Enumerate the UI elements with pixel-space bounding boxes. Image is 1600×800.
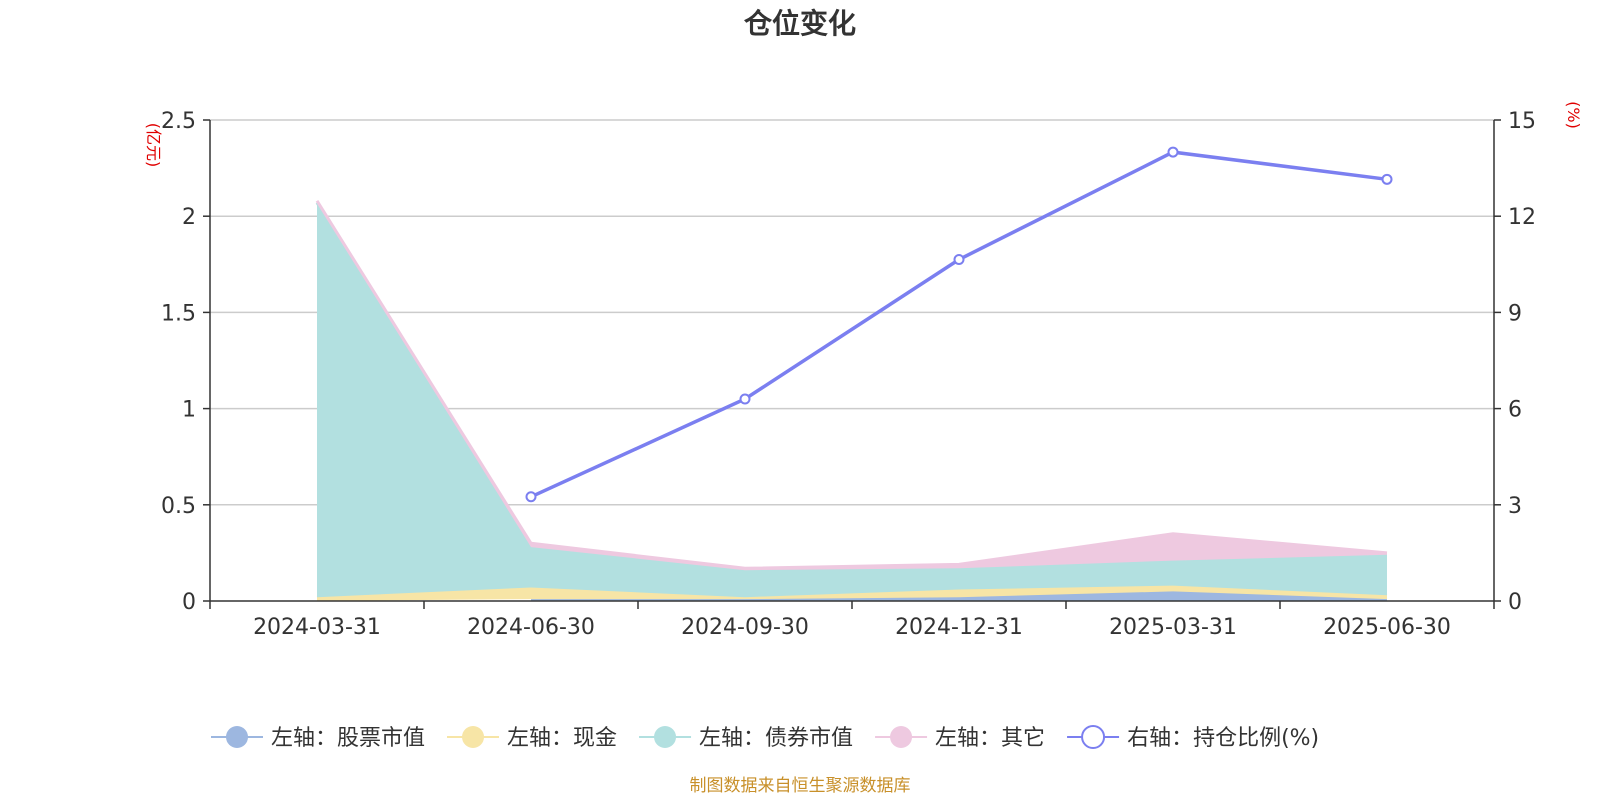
left-tick-label: 1 xyxy=(182,398,196,423)
left-tick-label: 2.5 xyxy=(161,109,196,134)
right-tick-label: 0 xyxy=(1508,590,1522,615)
area-edge-左轴：其它 xyxy=(315,200,1388,570)
x-tick-label: 2024-06-30 xyxy=(467,615,595,640)
legend-item: 左轴：债券市值 xyxy=(639,726,853,751)
right-tick-label: 9 xyxy=(1508,301,1522,326)
area-左轴：现金 xyxy=(317,585,1387,601)
legend-marker xyxy=(1081,725,1106,749)
left-tick-label: 2 xyxy=(182,205,196,230)
x-tick-label: 2025-06-30 xyxy=(1323,615,1451,640)
right-tick-label: 12 xyxy=(1508,205,1536,230)
x-tick-label: 2024-09-30 xyxy=(681,615,809,640)
legend-label: 右轴：持仓比例(%) xyxy=(1127,726,1319,751)
right-tick-label: 3 xyxy=(1508,494,1522,519)
area-左轴：股票市值 xyxy=(531,591,1387,601)
left-tick-label: 0 xyxy=(182,590,196,615)
legend-item: 左轴：其它 xyxy=(875,726,1045,751)
legend: 左轴：股票市值 左轴：现金 左轴：债券市值 左轴：其它 右轴：持仓比例(%) xyxy=(211,725,1319,751)
legend-marker xyxy=(890,726,913,748)
ratio-line xyxy=(525,146,1393,503)
stacked-areas xyxy=(315,200,1388,601)
legend-label: 左轴：股票市值 xyxy=(271,726,425,751)
legend-label: 左轴：其它 xyxy=(935,726,1045,751)
ratio-point xyxy=(1167,146,1179,158)
right-axis-unit: (%) xyxy=(1564,101,1583,129)
legend-item: 右轴：持仓比例(%) xyxy=(1067,725,1319,751)
legend-label: 左轴：现金 xyxy=(507,726,617,751)
legend-marker xyxy=(654,726,677,748)
chart-title: 仓位变化 xyxy=(744,7,856,40)
ratio-point xyxy=(1381,173,1393,185)
right-tick-label: 6 xyxy=(1508,398,1522,423)
left-tick-label: 0.5 xyxy=(161,494,196,519)
ratio-point xyxy=(525,491,537,503)
ratio-point xyxy=(739,393,751,405)
left-axis-unit: (亿元) xyxy=(144,123,163,168)
x-tick-label: 2024-03-31 xyxy=(253,615,381,640)
right-tick-label: 15 xyxy=(1508,109,1536,134)
legend-label: 左轴：债券市值 xyxy=(699,726,853,751)
axes: 0 0.5 1 1.5 2 2.5 0 3 6 9 12 15 2024-03-31 2024-06-30… xyxy=(161,109,1536,640)
legend-marker xyxy=(226,726,248,748)
legend-item: 左轴：股票市值 xyxy=(211,726,425,751)
x-tick-label: 2024-12-31 xyxy=(895,615,1023,640)
left-tick-label: 1.5 xyxy=(161,301,196,326)
x-tick-label: 2025-03-31 xyxy=(1109,615,1237,640)
ratio-point xyxy=(953,253,965,265)
ratio-line-path xyxy=(530,150,1388,499)
legend-marker xyxy=(462,726,485,748)
legend-item: 左轴：现金 xyxy=(447,726,617,751)
data-source-note: 制图数据来自恒生聚源数据库 xyxy=(690,776,911,796)
